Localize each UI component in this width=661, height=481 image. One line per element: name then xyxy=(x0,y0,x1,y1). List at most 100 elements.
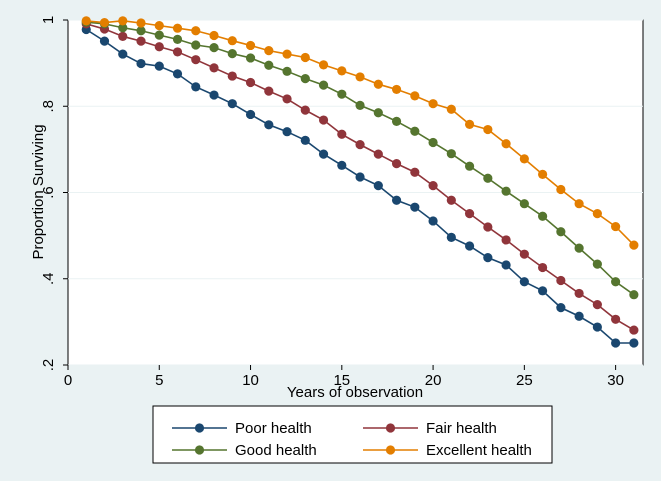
data-point-good-health xyxy=(118,23,128,33)
legend-marker xyxy=(194,445,205,455)
data-point-good-health xyxy=(136,26,146,36)
data-point-fair-health xyxy=(245,77,256,88)
data-point-poor-health xyxy=(172,69,183,79)
data-point-poor-health xyxy=(337,160,347,170)
series-poor-health xyxy=(81,24,639,348)
data-point-poor-health xyxy=(556,303,566,313)
data-point-excellent-health xyxy=(464,119,475,129)
data-point-poor-health xyxy=(611,338,621,348)
data-point-fair-health xyxy=(446,195,456,205)
y-axis-title: Proportion Surviving xyxy=(30,124,47,259)
data-point-excellent-health xyxy=(428,99,438,109)
data-point-poor-health xyxy=(264,120,274,130)
data-point-fair-health xyxy=(191,55,201,65)
data-point-good-health xyxy=(355,100,365,110)
legend: Poor health Fair health Good health Excelle… xyxy=(152,405,553,464)
series-layer xyxy=(81,16,639,348)
data-point-good-health xyxy=(245,53,256,63)
data-point-good-health xyxy=(428,137,438,148)
y-tick-label: .8 xyxy=(40,100,57,113)
data-point-excellent-health xyxy=(446,104,456,114)
data-point-fair-health xyxy=(483,222,493,232)
data-point-fair-health xyxy=(300,105,310,115)
data-point-poor-health xyxy=(118,49,128,59)
data-point-poor-health xyxy=(519,277,529,287)
data-point-good-health xyxy=(154,30,164,40)
data-point-good-health xyxy=(464,161,475,171)
x-axis-title: Years of observation xyxy=(287,384,423,401)
legend-box xyxy=(152,405,553,464)
data-point-excellent-health xyxy=(209,30,219,41)
data-point-fair-health xyxy=(318,115,329,125)
data-point-fair-health xyxy=(574,288,584,299)
data-point-poor-health xyxy=(282,127,292,137)
x-tick-label: 5 xyxy=(155,372,163,389)
data-point-good-health xyxy=(519,199,529,209)
series-excellent-health xyxy=(81,16,639,250)
data-point-poor-health xyxy=(154,61,164,71)
data-point-poor-health xyxy=(538,286,548,296)
data-point-poor-health xyxy=(410,202,420,212)
legend-item-good-health: Good health xyxy=(172,442,317,459)
data-point-poor-health xyxy=(629,338,639,348)
data-point-poor-health xyxy=(373,181,383,191)
data-point-good-health xyxy=(391,116,402,126)
data-point-poor-health xyxy=(318,149,329,159)
y-tick-label: .2 xyxy=(40,359,57,372)
legend-item-fair-health: Fair health xyxy=(363,420,497,437)
data-point-good-health xyxy=(172,34,183,45)
data-point-good-health xyxy=(300,74,310,84)
data-point-fair-health xyxy=(118,31,128,41)
data-point-poor-health xyxy=(227,99,237,109)
data-point-fair-health xyxy=(556,275,566,286)
x-tick-label: 15 xyxy=(333,372,350,389)
legend-label: Good health xyxy=(235,442,317,459)
data-point-poor-health xyxy=(428,216,438,226)
legend-label: Excellent health xyxy=(426,442,532,459)
data-point-excellent-health xyxy=(538,169,548,179)
data-point-fair-health xyxy=(227,71,237,81)
data-point-poor-health xyxy=(592,322,602,332)
data-point-fair-health xyxy=(355,140,365,150)
data-point-good-health xyxy=(611,277,621,287)
data-point-fair-health xyxy=(337,129,347,139)
legend-item-poor-health: Poor health xyxy=(172,420,312,437)
data-point-poor-health xyxy=(574,311,584,321)
data-point-fair-health xyxy=(209,63,219,73)
data-point-excellent-health xyxy=(81,16,91,26)
legend-label: Fair health xyxy=(426,420,497,437)
data-point-fair-health xyxy=(172,47,183,57)
y-tick-label: .6 xyxy=(40,186,57,199)
y-tick-label: .4 xyxy=(40,272,57,285)
data-point-good-health xyxy=(574,243,584,253)
data-point-poor-health xyxy=(464,241,475,251)
data-point-excellent-health xyxy=(629,240,639,250)
gridlines xyxy=(68,19,643,366)
data-point-excellent-health xyxy=(574,199,584,209)
data-point-poor-health xyxy=(355,172,365,182)
data-point-good-health xyxy=(538,211,548,221)
data-point-poor-health xyxy=(136,58,146,69)
data-point-fair-health xyxy=(154,42,164,52)
data-point-fair-health xyxy=(373,149,383,159)
data-point-excellent-health xyxy=(337,66,347,76)
data-point-fair-health xyxy=(428,181,438,191)
data-point-fair-health xyxy=(519,249,529,259)
data-point-poor-health xyxy=(300,135,310,145)
data-point-good-health xyxy=(264,60,274,70)
y-tick-label: 1 xyxy=(40,16,57,24)
data-point-good-health xyxy=(318,80,329,90)
x-axis: 0 5 10 15 20 25 30 xyxy=(64,365,624,389)
data-point-poor-health xyxy=(99,36,110,46)
data-point-excellent-health xyxy=(373,79,383,89)
data-point-fair-health xyxy=(538,262,548,273)
data-point-good-health xyxy=(446,149,456,159)
data-point-fair-health xyxy=(592,300,602,310)
data-point-poor-health xyxy=(391,195,402,205)
x-tick-label: 20 xyxy=(425,372,442,389)
data-point-excellent-health xyxy=(191,26,201,36)
data-point-fair-health xyxy=(410,167,420,177)
data-point-good-health xyxy=(373,108,383,118)
legend-marker xyxy=(385,445,396,455)
